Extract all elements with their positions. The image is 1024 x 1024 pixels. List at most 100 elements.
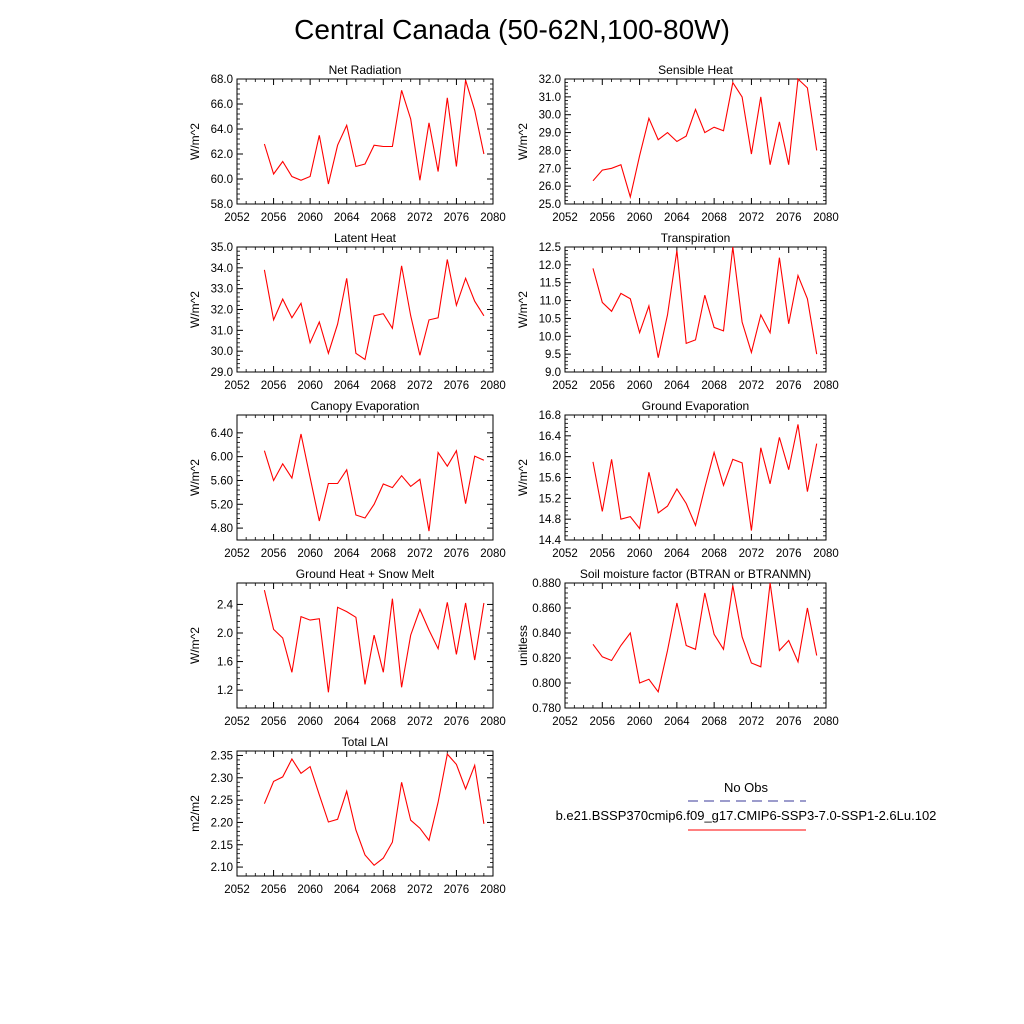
x-tick-label: 2068 [370,884,396,896]
x-tick-label: 2056 [589,212,615,224]
y-tick-label: 16.8 [539,410,561,422]
x-tick-label: 2060 [297,380,323,392]
y-axis-label: W/m^2 [516,459,530,496]
plot-frame [236,246,494,373]
y-tick-label: 34.0 [211,263,233,275]
panel-2: Latent Heat W/m^2 2052 2056 2060 2064 2068 2072… [188,231,506,392]
y-tick-label: 68.0 [211,74,233,86]
x-tick-label: 2076 [776,548,802,560]
y-tick-label: 32.0 [211,305,233,317]
page-title: Central Canada (50-62N,100-80W) [294,14,730,45]
y-tick-label: 16.4 [539,431,562,443]
x-tick-label: 2064 [334,884,360,896]
y-tick-label: 35.0 [211,242,233,254]
y-tick-label: 9.5 [545,349,561,361]
x-tick-label: 2056 [261,548,287,560]
y-tick-label: 2.0 [217,628,233,640]
plot-frame [236,78,494,205]
panel-title: Ground Heat + Snow Melt [296,567,435,581]
x-tick-label: 2052 [224,884,250,896]
y-tick-label: 4.80 [211,523,233,535]
x-tick-label: 2052 [224,380,250,392]
y-tick-label: 12.0 [539,260,561,272]
x-tick-label: 2076 [776,380,802,392]
y-tick-label: 0.800 [532,678,561,690]
x-tick-label: 2056 [589,716,615,728]
x-tick-label: 2060 [627,716,653,728]
x-tick-label: 2072 [739,380,765,392]
x-tick-label: 2056 [589,380,615,392]
panel-4: Canopy Evaporation W/m^2 2052 2056 2060 2064 2… [188,399,506,560]
panel-title: Total LAI [342,735,389,749]
panel-8: Total LAI m2/m2 2052 2056 2060 2064 2068 2072 20… [188,735,506,896]
y-tick-label: 1.6 [217,657,233,669]
x-tick-label: 2052 [552,716,578,728]
y-tick-label: 30.0 [539,110,561,122]
series-line [263,259,485,361]
y-tick-label: 32.0 [539,74,561,86]
y-tick-label: 10.5 [539,313,561,325]
y-tick-label: 60.0 [211,174,233,186]
x-tick-label: 2064 [334,212,360,224]
y-tick-label: 2.10 [211,862,233,874]
y-tick-label: 14.4 [539,535,562,547]
y-tick-label: 15.6 [539,473,561,485]
x-tick-label: 2076 [776,716,802,728]
x-tick-label: 2076 [444,716,470,728]
y-axis-label: m2/m2 [188,795,202,832]
x-tick-label: 2068 [701,212,727,224]
x-tick-label: 2052 [552,380,578,392]
x-tick-label: 2060 [297,212,323,224]
y-tick-label: 29.0 [211,367,233,379]
x-tick-label: 2060 [297,884,323,896]
x-tick-label: 2068 [370,212,396,224]
x-tick-label: 2072 [739,716,765,728]
x-tick-label: 2080 [480,212,506,224]
panel-title: Transpiration [661,231,731,245]
series-line [592,77,818,200]
legend-model-label: b.e21.BSSP370cmip6.f09_g17.CMIP6-SSP3-7.… [556,808,937,823]
series-line [592,582,818,694]
y-tick-label: 33.0 [211,284,233,296]
y-tick-label: 58.0 [211,199,233,211]
x-tick-label: 2056 [261,380,287,392]
series-line [263,433,485,532]
y-tick-label: 62.0 [211,149,233,161]
series-line [263,80,485,185]
x-tick-label: 2068 [370,380,396,392]
y-tick-label: 30.0 [211,346,233,358]
plot-frame [236,750,494,877]
x-tick-label: 2052 [224,548,250,560]
series-line [592,424,818,531]
panel-6: Ground Heat + Snow Melt W/m^2 2052 2056 2060… [188,567,506,728]
x-tick-label: 2080 [480,884,506,896]
y-tick-label: 9.0 [545,367,561,379]
y-tick-label: 2.35 [211,750,233,762]
panel-5: Ground Evaporation W/m^2 2052 2056 2060 2064 2… [516,399,839,560]
x-tick-label: 2076 [444,548,470,560]
x-tick-label: 2064 [664,380,690,392]
y-tick-label: 27.0 [539,163,561,175]
y-tick-label: 1.2 [217,685,233,697]
plot-frame [564,414,827,541]
x-tick-label: 2064 [664,716,690,728]
y-tick-label: 5.60 [211,475,233,487]
x-tick-label: 2080 [813,548,839,560]
x-tick-label: 2080 [813,380,839,392]
x-tick-label: 2080 [480,380,506,392]
plot-frame [564,582,827,709]
x-tick-label: 2076 [444,380,470,392]
x-tick-label: 2064 [664,212,690,224]
panel-title: Latent Heat [334,231,397,245]
legend-obs-label: No Obs [724,780,769,795]
y-tick-label: 31.0 [539,92,561,104]
x-tick-label: 2068 [701,380,727,392]
x-tick-label: 2072 [739,548,765,560]
x-tick-label: 2080 [813,716,839,728]
panel-title: Ground Evaporation [642,399,749,413]
y-tick-label: 66.0 [211,99,233,111]
x-tick-label: 2064 [334,380,360,392]
x-tick-label: 2068 [701,716,727,728]
series-line [263,589,485,693]
